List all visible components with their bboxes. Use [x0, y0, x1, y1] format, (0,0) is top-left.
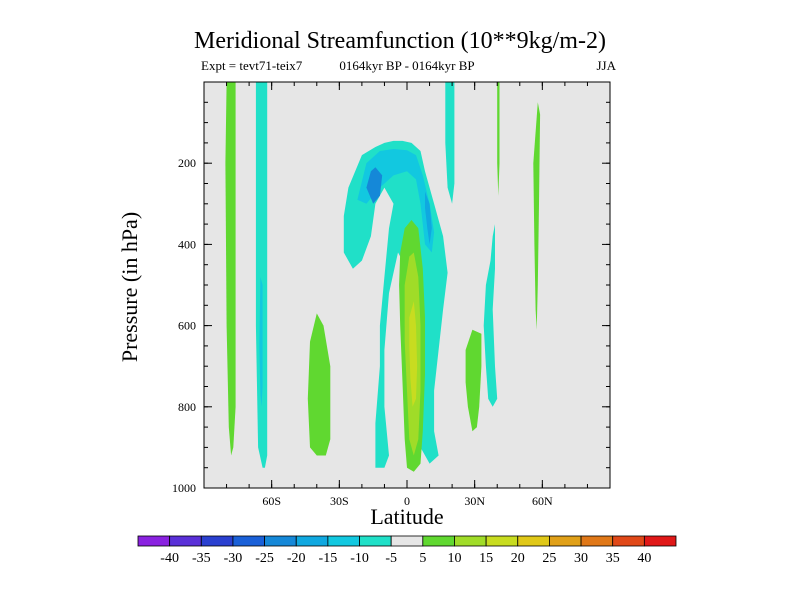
- colorbar-swatch: [295, 535, 329, 547]
- colorbar-label: -5: [385, 551, 397, 566]
- colorbar-label: -15: [319, 551, 338, 566]
- colorbar-label: 25: [542, 551, 556, 566]
- contour-region-13: [483, 224, 498, 407]
- colorbar-swatch: [454, 535, 487, 547]
- y-tick-label: 200: [178, 156, 196, 170]
- x-tick-label: 0: [404, 494, 410, 508]
- colorbar-label: -30: [224, 551, 243, 566]
- colorbar-label: -10: [350, 551, 369, 566]
- contour-region-15: [533, 102, 541, 330]
- colorbar-label: 40: [637, 551, 651, 566]
- x-axis-label: Latitude: [370, 504, 444, 529]
- colorbar: -40 -35 -30 -25 -20 -15 -10 -5 5 10 15 20 25 30 35 40: [137, 535, 677, 566]
- colorbar-swatch: [612, 535, 645, 547]
- colorbar-label: 35: [606, 551, 620, 566]
- colorbar-label: 10: [447, 551, 461, 566]
- colorbar-swatch: [517, 535, 550, 547]
- colorbar-swatch: [200, 535, 234, 547]
- colorbar-swatch: [359, 535, 392, 547]
- colorbar-swatch: [485, 535, 519, 547]
- colorbar-swatch: [422, 535, 455, 547]
- colorbar-label: -25: [255, 551, 274, 566]
- y-tick-label: 600: [178, 319, 196, 333]
- contour-region-14: [465, 329, 482, 432]
- colorbar-label: -40: [160, 551, 179, 566]
- x-tick-label: 60N: [532, 494, 553, 508]
- colorbar-swatch: [643, 535, 677, 547]
- contour-region-2: [259, 276, 263, 407]
- contour-region-12: [497, 82, 500, 196]
- colorbar-label: -20: [287, 551, 306, 566]
- y-tick-label: 1000: [172, 481, 196, 495]
- experiment-label: Expt = tevt71-teix7: [201, 58, 303, 73]
- contour-fills: [225, 82, 541, 472]
- season-label: JJA: [596, 58, 616, 73]
- contour-region-11: [445, 82, 455, 204]
- contour-region-10: [409, 301, 418, 407]
- colorbar-label: 5: [419, 551, 426, 566]
- colorbar-swatch: [580, 535, 614, 547]
- x-tick-label: 30N: [464, 494, 485, 508]
- colorbar-swatch: [549, 535, 582, 547]
- colorbar-label: 30: [574, 551, 588, 566]
- colorbar-swatch: [137, 535, 171, 547]
- colorbar-swatch: [327, 535, 360, 547]
- colorbar-label: 15: [479, 551, 493, 566]
- contour-region-6: [366, 167, 383, 204]
- colorbar-swatch: [169, 535, 202, 547]
- chart-title: Meridional Streamfunction (10**9kg/m-2): [194, 28, 606, 54]
- period-label: 0164kyr BP - 0164kyr BP: [339, 58, 475, 73]
- plot-axes: 60S 30S 0 30N 60N 200 400 600 800 1000: [172, 81, 611, 508]
- colorbar-swatch: [264, 535, 297, 547]
- x-tick-label: 30S: [330, 494, 349, 508]
- y-tick-label: 800: [178, 400, 196, 414]
- contour-region-3: [307, 313, 331, 456]
- contour-region-0: [225, 82, 236, 456]
- x-tick-label: 60S: [262, 494, 281, 508]
- contour-region-7: [425, 191, 432, 245]
- colorbar-swatch: [390, 535, 424, 547]
- y-tick-label: 400: [178, 237, 196, 251]
- colorbar-label: -35: [192, 551, 211, 566]
- colorbar-label: 20: [511, 551, 525, 566]
- colorbar-swatch: [232, 535, 265, 547]
- contour-region-1: [255, 82, 268, 468]
